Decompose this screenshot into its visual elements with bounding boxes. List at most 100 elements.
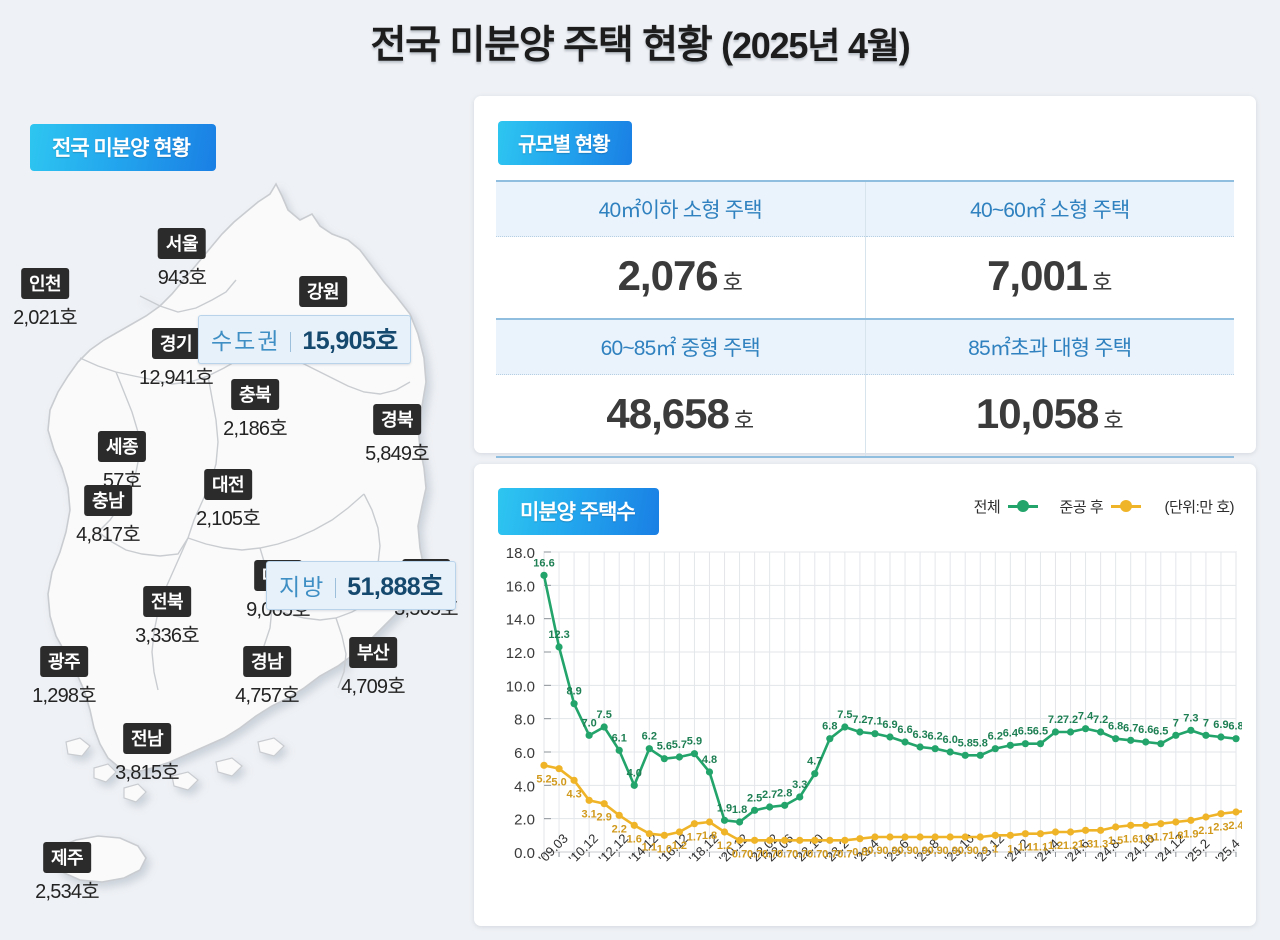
map-label-tag: 경기	[151, 328, 201, 359]
svg-text:2.8: 2.8	[777, 787, 792, 799]
svg-text:5.2: 5.2	[536, 773, 551, 785]
map-panel-header: 전국 미분양 현황	[30, 124, 216, 171]
chart-card-header: 미분양 주택수	[498, 488, 659, 535]
map-label-value: 2,021호	[13, 307, 77, 329]
svg-text:0.7: 0.7	[822, 848, 837, 860]
svg-text:1.6: 1.6	[627, 833, 642, 845]
svg-text:2.3: 2.3	[1213, 822, 1228, 834]
size-value-unit: 호	[722, 270, 743, 295]
size-cell-value: 48,658 호	[496, 374, 866, 458]
map-label-gwangju: 광주 1,298호	[32, 646, 97, 708]
svg-text:7: 7	[1173, 717, 1179, 729]
svg-text:0.7: 0.7	[747, 848, 762, 860]
line-chart-svg: 0.02.04.06.08.010.012.014.016.018.0 '09.…	[506, 545, 1242, 866]
svg-text:7.3: 7.3	[1183, 712, 1198, 724]
map-label-tag: 충북	[230, 379, 280, 410]
map-label-value: 2,105호	[196, 508, 260, 530]
svg-text:1: 1	[992, 843, 998, 855]
table-row-header: 40㎡이하 소형 주택 40~60㎡ 소형 주택	[496, 180, 1234, 237]
svg-text:14.0: 14.0	[506, 612, 535, 629]
size-value-number: 2,076	[617, 252, 719, 299]
table-row-value: 48,658 호 10,058 호	[496, 374, 1234, 458]
map-label-incheon: 인천 2,021호	[13, 268, 78, 330]
svg-text:6.0: 6.0	[943, 734, 958, 746]
size-cell-label: 85㎡초과 대형 주택	[865, 318, 1234, 375]
map-label-tag: 전남	[122, 723, 172, 754]
svg-text:1.7: 1.7	[687, 832, 702, 844]
svg-text:1.5: 1.5	[1108, 835, 1123, 847]
size-cell-label: 40㎡이하 소형 주택	[496, 180, 866, 237]
chart-series	[540, 571, 1242, 844]
svg-text:6.6: 6.6	[897, 724, 912, 736]
svg-text:1.2: 1.2	[1048, 840, 1063, 852]
svg-text:5.7: 5.7	[672, 739, 687, 751]
svg-text:6.2: 6.2	[642, 731, 657, 743]
map-label-value: 943호	[157, 267, 207, 289]
map-label-value: 5,849호	[365, 443, 429, 465]
svg-text:16.0: 16.0	[506, 578, 535, 595]
svg-text:3.3: 3.3	[792, 779, 807, 791]
map-label-tag: 대전	[203, 469, 253, 500]
legend-label: 전체	[973, 499, 1001, 516]
map-label-gyeonggi: 경기 12,941호	[139, 328, 214, 390]
callout-local-region: 지방 51,888호	[266, 561, 456, 610]
legend-item-total: 전체	[974, 496, 1042, 517]
size-value-unit: 호	[733, 408, 755, 433]
map-label-value: 3,336호	[135, 625, 199, 647]
svg-text:7.2: 7.2	[1093, 714, 1108, 726]
legend-swatch-yellow	[1110, 500, 1141, 512]
svg-text:6.8: 6.8	[1228, 721, 1242, 733]
map-label-seoul: 서울 943호	[158, 228, 207, 290]
svg-text:12.3: 12.3	[548, 629, 569, 641]
size-cell-label: 60~85㎡ 중형 주택	[496, 318, 866, 375]
callout-value: 51,888호	[347, 573, 443, 601]
map-label-gyeongbuk: 경북 5,849호	[365, 404, 430, 466]
map-label-value: 12,941호	[139, 367, 214, 389]
svg-text:18.0: 18.0	[506, 545, 535, 562]
map-label-tag: 제주	[42, 842, 92, 873]
svg-text:4.7: 4.7	[807, 756, 822, 768]
svg-text:2.7: 2.7	[762, 789, 777, 801]
table-row-value: 2,076 호 7,001 호	[496, 236, 1234, 320]
map-label-value: 2,186호	[223, 418, 287, 440]
map-label-tag: 부산	[348, 637, 398, 668]
map-label-jeonnam: 전남 3,815호	[115, 723, 180, 785]
map-label-chungnam: 충남 4,817호	[76, 485, 141, 547]
legend-unit-note: (단위:만 호)	[1164, 499, 1234, 516]
map-label-value: 2,534호	[35, 881, 99, 903]
svg-text:1.9: 1.9	[717, 802, 732, 814]
svg-text:6.5: 6.5	[1153, 726, 1168, 738]
map-label-tag: 경북	[372, 404, 422, 435]
legend-item-completed: 준공 후	[1060, 496, 1145, 517]
map-label-tag: 강원	[298, 276, 348, 307]
size-value-number: 48,658	[606, 390, 729, 437]
svg-text:4.3: 4.3	[566, 788, 581, 800]
svg-text:0.7: 0.7	[807, 848, 822, 860]
size-cell-value: 2,076 호	[496, 236, 866, 320]
size-card-header: 규모별 현황	[498, 121, 632, 165]
svg-text:8.0: 8.0	[514, 712, 535, 729]
table-row-header: 60~85㎡ 중형 주택 85㎡초과 대형 주택	[496, 318, 1234, 375]
map-label-value: 4,817호	[76, 524, 140, 546]
map-label-value: 3,815호	[115, 762, 179, 784]
svg-text:5.9: 5.9	[687, 736, 702, 748]
svg-text:0.0: 0.0	[514, 845, 535, 862]
svg-text:1.1: 1.1	[642, 842, 657, 854]
map-label-daejeon: 대전 2,105호	[196, 469, 261, 531]
svg-text:4.0: 4.0	[514, 778, 535, 795]
page-title-sub: (2025년 4월)	[721, 25, 911, 66]
korea-map: 서울 943호 인천 2,021호 강원 3,855호 경기 12,941호 충…	[13, 176, 460, 916]
svg-text:6.5: 6.5	[1033, 726, 1048, 738]
svg-text:0.7: 0.7	[732, 848, 747, 860]
map-label-gyeongnam: 경남 4,757호	[235, 646, 300, 708]
map-label-busan: 부산 4,709호	[341, 637, 406, 699]
svg-text:7.4: 7.4	[1078, 711, 1094, 723]
svg-text:2.5: 2.5	[747, 792, 762, 804]
svg-text:7.5: 7.5	[597, 709, 612, 721]
svg-text:0.8: 0.8	[852, 847, 867, 859]
svg-text:6.5: 6.5	[1018, 726, 1033, 738]
svg-text:2.9: 2.9	[597, 812, 612, 824]
svg-text:6.7: 6.7	[1123, 722, 1138, 734]
svg-text:16.6: 16.6	[533, 557, 554, 569]
svg-text:5.8: 5.8	[958, 737, 973, 749]
